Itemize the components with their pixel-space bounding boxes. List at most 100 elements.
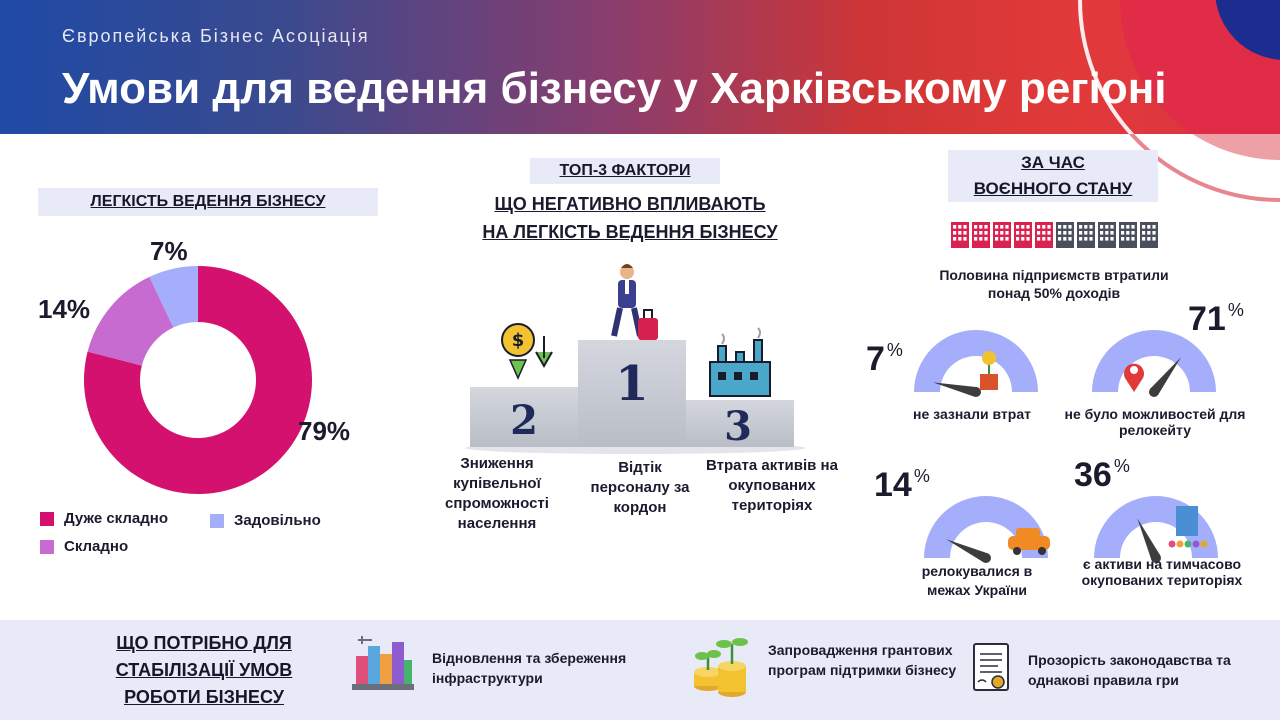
car-icon (1008, 528, 1050, 555)
header-banner: Європейська Бізнес Асоціація Умови для в… (0, 0, 1280, 134)
legend-label: Задовільно (234, 512, 321, 529)
gauge-needle (1137, 518, 1161, 561)
building-icon-7 (1077, 222, 1095, 248)
svg-text:$: $ (512, 330, 525, 351)
donut-label-7: 7% (150, 236, 188, 266)
building-icon-5 (1035, 222, 1053, 248)
gauge-hub (1151, 553, 1161, 563)
donut-slice-3 (149, 266, 198, 328)
podium-step-3: 3 (686, 400, 794, 450)
organization-name: Європейська Бізнес Асоціація (62, 26, 370, 46)
gauge-4 (1094, 496, 1218, 563)
war-heading-line2: ВОЄННОГО СТАНУ (973, 179, 1133, 198)
top3-subheading: ЩО НЕГАТИВНО ВПЛИВАЮТЬ НА ЛЕГКІСТЬ ВЕДЕН… (420, 190, 840, 246)
top3-heading: ТОП-3 ФАКТОРИ (530, 158, 720, 184)
war-heading-line1: ЗА ЧАС (1021, 153, 1085, 172)
coin-arrow-icon: $ (501, 323, 553, 380)
donut-label-79: 79% (298, 416, 351, 446)
footer-title: ЩО ПОТРІБНО ДЛЯ СТАБІЛІЗАЦІЇ УМОВ РОБОТИ… (115, 633, 293, 707)
half-caption: Половина підприємств втратили понад 50% … (939, 267, 1169, 301)
legend-swatch (40, 539, 54, 554)
plant-pot-icon (980, 351, 998, 390)
donut-slice-2 (87, 276, 174, 366)
donut-slice-1 (84, 266, 313, 494)
building-icon-1 (951, 222, 969, 248)
gauge-hub (1149, 387, 1159, 397)
footer-item-2: Запровадження грантових програм підтримк… (768, 642, 957, 678)
gauge-1-number: 7% (866, 340, 903, 379)
gauge-3-number: 14% (874, 466, 930, 505)
legend-item-satisfactory: Задовільно (210, 512, 321, 529)
podium-step-1: 1 (578, 340, 686, 447)
factory-icon (709, 327, 771, 397)
gauge-needle (1150, 357, 1181, 396)
half-enterprises-icons (951, 222, 1158, 248)
document-stamp-icon (973, 643, 1009, 691)
gauge-3-value: 14 (874, 466, 912, 504)
gauge-1 (914, 330, 1038, 397)
gauge-4-unit: % (1113, 456, 1130, 476)
gauge-needle (933, 382, 978, 397)
footer-panel: ЩО ПОТРІБНО ДЛЯ СТАБІЛІЗАЦІЇ УМОВ РОБОТИ… (0, 620, 1280, 720)
location-pin-icon (1124, 363, 1144, 392)
traveler-icon (611, 264, 658, 340)
legend-item-hard: Складно (40, 538, 128, 555)
gauge-1-label: не зазнали втрат (913, 406, 1031, 422)
factor-3-text: Втрата активів на окупованих територіях (706, 457, 838, 514)
svg-text:1: 1 (615, 356, 648, 412)
footer-item-1: Відновлення та збереження інфраструктури (432, 650, 627, 686)
factor-1-text: Відтік персоналу за кордон (590, 459, 690, 516)
legend-label: Складно (64, 538, 129, 555)
gauge-hub (981, 553, 991, 563)
legend-item-very-hard: Дуже складно (40, 510, 168, 527)
war-heading: ЗА ЧАС ВОЄННОГО СТАНУ (948, 150, 1158, 202)
coins-plant-icon (694, 638, 748, 697)
ease-heading-text: ЛЕГКІСТЬ ВЕДЕННЯ БІЗНЕСУ (90, 193, 326, 210)
donut-label-14: 14% (38, 294, 91, 324)
gauge-hub (971, 387, 981, 397)
legend-label: Дуже складно (64, 510, 168, 527)
city-icon (352, 636, 414, 690)
top3-subheading-line2: НА ЛЕГКІСТЬ ВЕДЕННЯ БІЗНЕСУ (482, 222, 778, 242)
decorative-arc (1128, 134, 1280, 202)
gauge-2 (1092, 330, 1216, 397)
donut-chart (84, 266, 313, 494)
gauge-2-number: 71% (1188, 300, 1244, 339)
office-people-icon (1168, 506, 1208, 548)
gauge-3 (924, 496, 1048, 563)
gauge-group (914, 330, 1218, 563)
building-icon-6 (1056, 222, 1074, 248)
gauge-1-value: 7 (866, 340, 885, 378)
building-icon-8 (1098, 222, 1116, 248)
svg-text:3: 3 (724, 403, 752, 450)
gauge-2-unit: % (1227, 300, 1244, 320)
footer-item-3: Прозорість законодавства та однакові пра… (1028, 652, 1231, 688)
podium: 2 1 3 $ (465, 264, 805, 454)
gauge-arc (1092, 330, 1216, 392)
ease-heading: ЛЕГКІСТЬ ВЕДЕННЯ БІЗНЕСУ (38, 188, 378, 216)
building-icon-3 (993, 222, 1011, 248)
gauge-4-number: 36% (1074, 456, 1130, 495)
gauge-arc (914, 330, 1038, 392)
gauge-2-label: не було можливостей для релокейту (1064, 406, 1246, 438)
legend-swatch (210, 513, 224, 528)
gauge-4-value: 36 (1074, 456, 1112, 494)
decorative-circles (1078, 0, 1280, 134)
podium-step-2: 2 (470, 387, 578, 447)
gauge-2-value: 71 (1188, 300, 1226, 338)
building-icon-4 (1014, 222, 1032, 248)
top3-heading-text: ТОП-3 ФАКТОРИ (559, 162, 691, 179)
building-icon-9 (1119, 222, 1137, 248)
building-icon-2 (972, 222, 990, 248)
legend-swatch (40, 511, 54, 526)
gauge-3-unit: % (913, 466, 930, 486)
page-title: Умови для ведення бізнесу у Харківському… (62, 64, 1167, 113)
gauge-4-label: є активи на тимчасово окупованих територ… (1081, 556, 1243, 588)
gauge-1-unit: % (886, 340, 903, 360)
svg-text:2: 2 (510, 397, 538, 444)
factor-2-text: Зниження купівельної спроможності населе… (445, 455, 549, 532)
gauge-3-label: релокувалися в межах України (921, 563, 1033, 598)
top3-subheading-line1: ЩО НЕГАТИВНО ВПЛИВАЮТЬ (494, 194, 766, 214)
building-icon-10 (1140, 222, 1158, 248)
gauge-needle (946, 539, 989, 563)
